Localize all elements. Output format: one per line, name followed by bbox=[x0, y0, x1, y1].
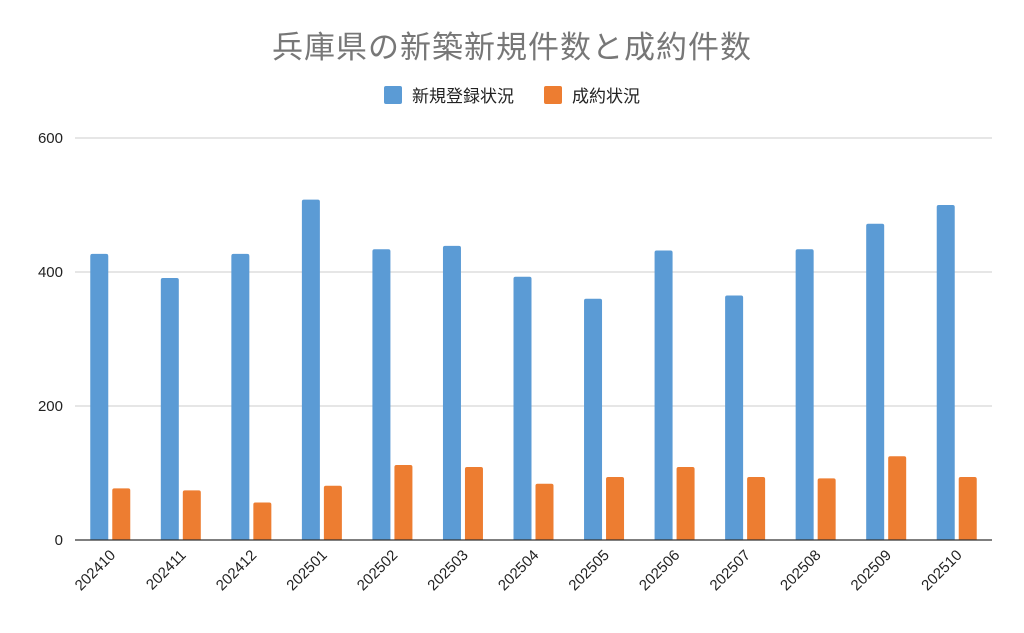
bar-contracts bbox=[888, 456, 907, 540]
bar-contracts bbox=[535, 483, 554, 540]
bar-new-listings bbox=[160, 278, 179, 540]
bar-new-listings bbox=[654, 250, 673, 540]
bar-contracts bbox=[112, 488, 131, 540]
x-tick-label: 202507 bbox=[707, 547, 754, 594]
bar-contracts bbox=[182, 490, 201, 540]
bar-new-listings bbox=[231, 253, 250, 540]
x-tick-label: 202505 bbox=[565, 547, 612, 594]
bar-new-listings bbox=[513, 276, 532, 540]
bar-contracts bbox=[606, 477, 625, 540]
x-tick-label: 202510 bbox=[918, 547, 965, 594]
x-tick-label: 202501 bbox=[283, 547, 330, 594]
x-tick-label: 202412 bbox=[213, 547, 260, 594]
bar-contracts bbox=[253, 502, 272, 540]
legend-swatch-new-listings bbox=[384, 85, 402, 104]
bar-new-listings bbox=[936, 205, 955, 540]
bar-contracts bbox=[747, 477, 766, 540]
x-tick-label: 202508 bbox=[777, 547, 824, 594]
legend-label-contracts: 成約状況 bbox=[572, 87, 640, 107]
x-tick-label: 202503 bbox=[424, 547, 471, 594]
y-tick-label: 400 bbox=[38, 264, 63, 281]
legend-item-contracts: 成約状況 bbox=[544, 82, 640, 107]
bar-contracts bbox=[394, 464, 413, 540]
x-tick-label: 202410 bbox=[72, 547, 119, 594]
y-tick-label: 200 bbox=[38, 398, 63, 415]
legend-item-new-listings: 新規登録状況 bbox=[384, 82, 514, 107]
bar-contracts bbox=[464, 466, 483, 540]
bar-new-listings bbox=[725, 295, 744, 540]
x-tick-label: 202509 bbox=[848, 547, 895, 594]
x-tick-label: 202502 bbox=[354, 547, 401, 594]
x-tick-label: 202411 bbox=[143, 547, 190, 594]
y-tick-label: 0 bbox=[55, 532, 63, 549]
chart-title: 兵庫県の新築新規件数と成約件数 bbox=[272, 30, 752, 66]
bar-new-listings bbox=[301, 199, 320, 540]
bar-contracts bbox=[676, 466, 695, 540]
bar-new-listings bbox=[442, 245, 461, 540]
legend-label-new-listings: 新規登録状況 bbox=[412, 87, 514, 107]
bar-contracts bbox=[958, 477, 977, 540]
legend-swatch-contracts bbox=[544, 85, 562, 104]
bar-contracts bbox=[817, 478, 836, 540]
bar-new-listings bbox=[90, 253, 109, 540]
bar-contracts bbox=[323, 485, 342, 540]
bar-new-listings bbox=[795, 249, 814, 540]
bar-new-listings bbox=[584, 298, 603, 540]
y-tick-label: 600 bbox=[38, 130, 63, 147]
x-tick-label: 202506 bbox=[636, 547, 683, 594]
legend: 新規登録状況 成約状況 bbox=[0, 82, 1024, 107]
bar-new-listings bbox=[372, 249, 391, 540]
x-tick-label: 202504 bbox=[495, 547, 542, 594]
bar-new-listings bbox=[866, 223, 885, 540]
